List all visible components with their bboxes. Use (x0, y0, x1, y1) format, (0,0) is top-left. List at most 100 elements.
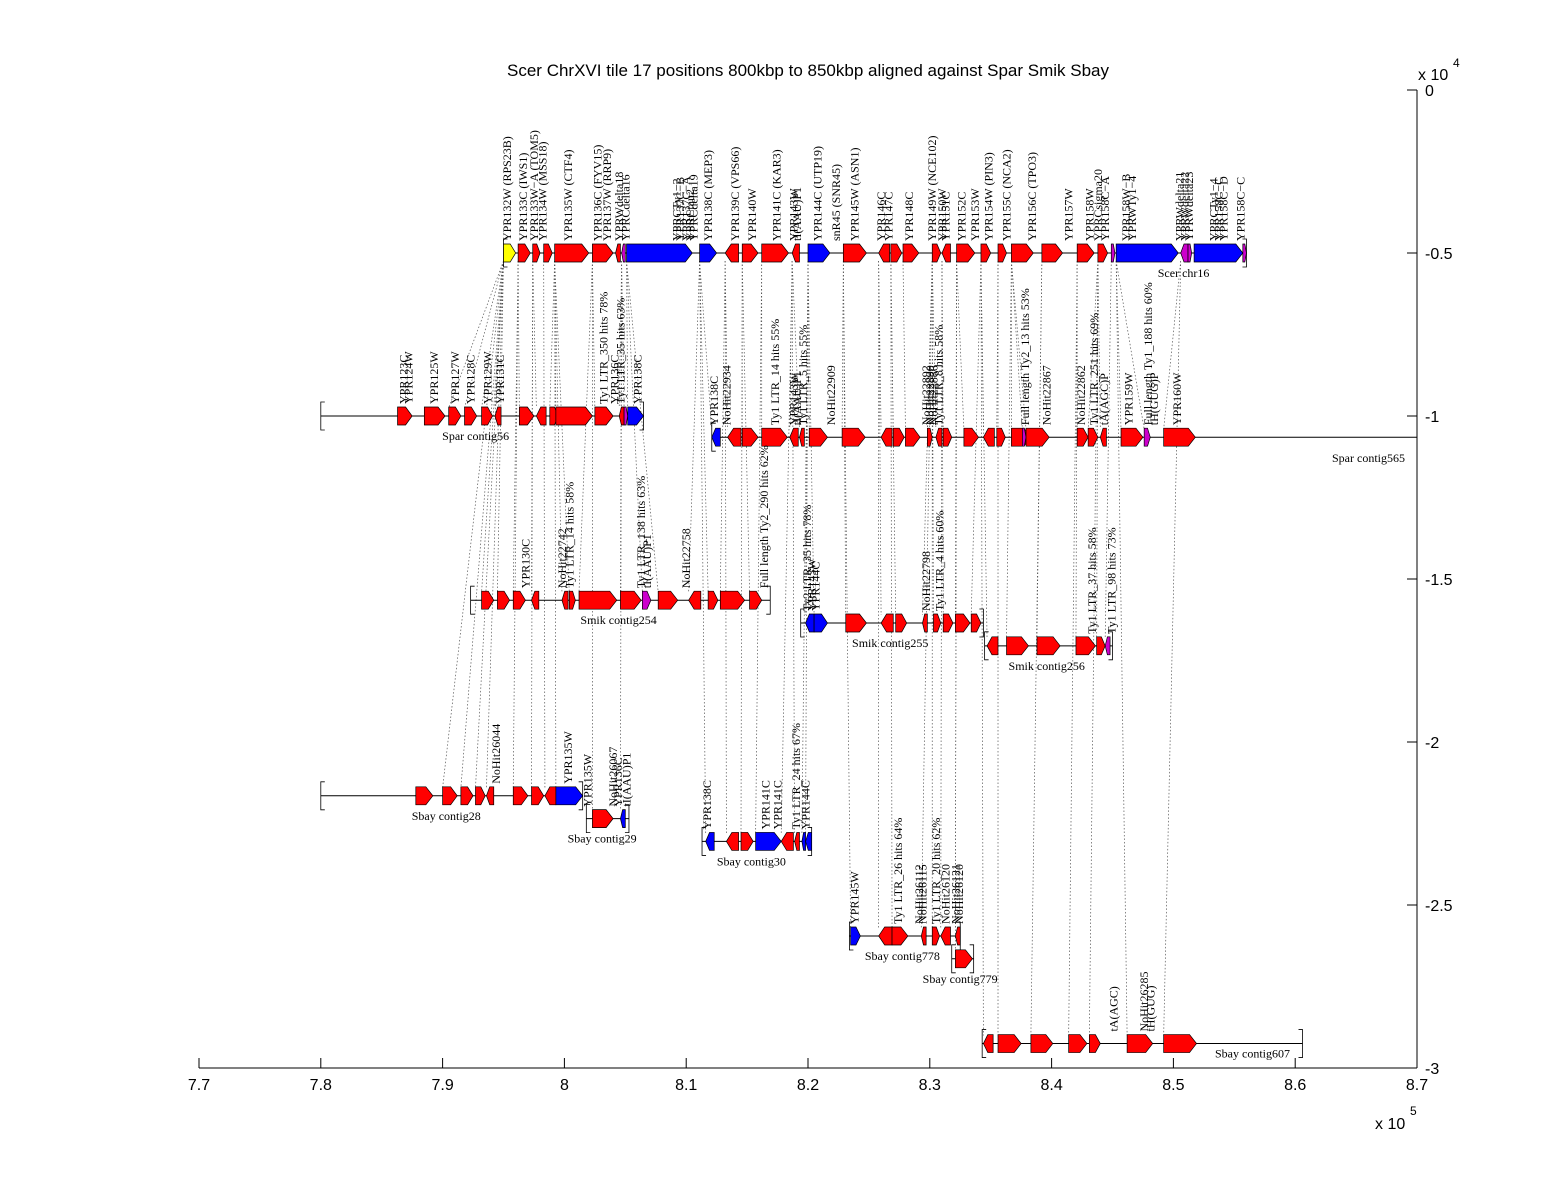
gene-arrow (626, 243, 693, 263)
feature-label: Ty1 LTR_8 hits 58% (931, 325, 945, 425)
feature-label: YPR128C (464, 355, 478, 404)
gene-arrow (891, 926, 909, 946)
alignment-connector (940, 260, 943, 928)
gene-arrow (982, 427, 995, 447)
gene-arrow (780, 832, 794, 851)
feature-label: NoHit22798 (919, 551, 933, 611)
gene-arrow (970, 613, 982, 633)
alignment-connector (724, 260, 727, 834)
alignment-connector (780, 260, 793, 834)
feature-label: tH(GUG) (1143, 986, 1157, 1032)
gene-arrow (578, 590, 618, 610)
x-multiplier-text: x 10 (1375, 1116, 1405, 1133)
gene-arrow (1097, 243, 1109, 263)
gene-arrow (707, 590, 719, 610)
feature-label: YPR141C (771, 780, 785, 829)
gene-arrow (448, 406, 462, 426)
gene-arrow (594, 406, 614, 426)
feature-label: YPR148C (902, 192, 916, 241)
y-tick-label: -0.5 (1425, 246, 1453, 263)
alignment-connector (549, 260, 556, 409)
gene-arrow (922, 613, 928, 633)
feature-label: YPRCTy1−2 (669, 178, 683, 241)
feature-label: YPR131C (493, 355, 507, 404)
alignment-connector (931, 260, 934, 616)
track: NoHit26044 YPR135W Sbay contig28 (320, 724, 584, 823)
alignment-connector (497, 260, 504, 593)
feature-label: NoHit26285 (1137, 972, 1151, 1032)
feature-label: YPR150W (935, 188, 949, 241)
alignment-connector (931, 260, 937, 430)
gene-arrow (592, 243, 614, 263)
feature-label: YPR143W (805, 558, 819, 611)
alignment-connector (688, 260, 700, 593)
alignment-connectors (442, 260, 1182, 1036)
gene-arrow (794, 832, 800, 851)
gene-arrow (442, 786, 458, 806)
contig-name: Smik contig254 (580, 613, 656, 627)
contig-start-bracket (320, 781, 325, 811)
gene-arrow (531, 590, 540, 610)
feature-label: YPR145W (ASN1) (847, 148, 861, 241)
feature-label: tA(AGC) (1107, 986, 1121, 1031)
alignment-connector (699, 260, 713, 430)
contig-name: Sbay contig607 (1215, 1047, 1290, 1061)
gene-arrow (890, 243, 903, 263)
gene-arrow (1115, 243, 1179, 263)
gene-arrow (535, 406, 547, 426)
feature-label: NoHit26067 (606, 747, 620, 807)
feature-label: NoHit22890 (923, 365, 937, 425)
feature-label: YPRWdelta22 (1177, 172, 1191, 241)
gene-arrow (1036, 636, 1061, 656)
gene-arrow (905, 427, 921, 447)
feature-label: Ty1 LTR_98 hits 73% (1104, 527, 1118, 633)
contig-name: Smik contig255 (852, 636, 928, 650)
contig-start-bracket (701, 827, 707, 856)
feature-label: YPR141C (758, 780, 772, 829)
feature-label: YPR138C (707, 376, 721, 425)
gene-arrow (1041, 243, 1064, 263)
y-axis: 0 -0.5 -1 -1.5 -2 -2.5 -3 (1407, 83, 1453, 1078)
alignment-connector (956, 260, 965, 430)
feature-label: YPRCdelta19 (687, 174, 701, 241)
gene-arrow (920, 926, 927, 946)
alignment-connector (442, 260, 504, 788)
gene-arrow (1076, 243, 1095, 263)
alignment-connector (626, 260, 659, 593)
gene-arrow (1022, 427, 1027, 447)
feature-label: snR45 (SNR45) (829, 164, 843, 241)
feature-label: YPR146C (874, 192, 888, 241)
gene-arrow (935, 427, 943, 447)
y-tick-label: -1.5 (1425, 572, 1453, 589)
gene-arrow (1163, 1034, 1197, 1053)
alignment-connector (554, 260, 563, 593)
contig-start-bracket (800, 608, 805, 638)
gene-arrow (805, 832, 813, 851)
x-tick-label: 8.2 (797, 1077, 819, 1094)
feature-label: Ty1 LTR_5 hits 55% (796, 325, 810, 425)
feature-label: Ty1 LTR_4 hits 60% (933, 511, 947, 611)
contig-start-bracket (984, 631, 989, 661)
gene-arrow (561, 590, 569, 610)
feature-label: tA(AGC)P (1097, 373, 1111, 425)
gene-arrow (423, 406, 446, 426)
feature-label: YPR136C (FYV15) (590, 145, 604, 241)
alignment-connector (890, 260, 893, 928)
alignment-connector (841, 260, 844, 430)
alignment-connector (554, 260, 570, 593)
feature-label: YPR139C (VPS66) (728, 147, 742, 241)
gene-arrow (807, 243, 831, 263)
feature-label: YPR138C (630, 355, 644, 404)
gene-arrow (415, 786, 434, 806)
x-tick-label: 8.1 (675, 1077, 697, 1094)
y-tick-label: -2 (1425, 735, 1439, 752)
gene-arrow (620, 590, 642, 610)
alignment-connector (842, 260, 847, 616)
feature-label: NoHit22892 (919, 365, 933, 425)
alignment-connector (920, 260, 933, 928)
gene-arrow (554, 243, 590, 263)
chart-title: Scer ChrXVI tile 17 positions 800kbp to … (507, 61, 1109, 80)
contig-end-bracket (766, 585, 771, 615)
